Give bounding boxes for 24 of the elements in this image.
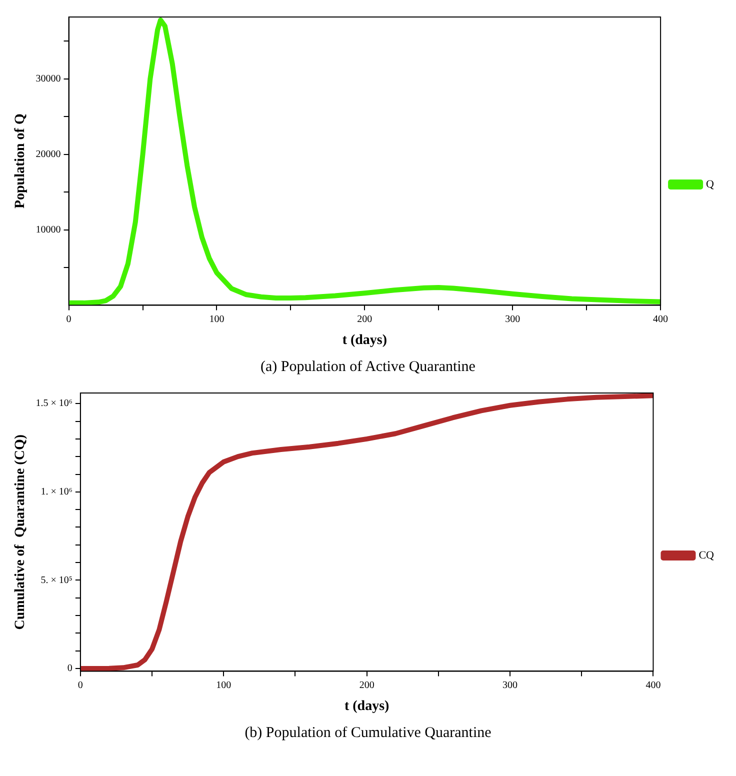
y-tick-label: 10000 (36, 224, 61, 236)
x-tick-label: 200 (359, 680, 374, 691)
y-tick-label: 20000 (36, 148, 61, 160)
x-tick-label: 100 (216, 680, 232, 691)
x-axis-title: t (days) (342, 333, 388, 348)
y-axis-title: Population of Q (13, 114, 28, 209)
y-axis-title: Cumulative of Quarantine (CQ) (13, 434, 28, 630)
x-tick-label: 200 (357, 314, 372, 325)
y-tick-label: 30000 (36, 73, 61, 84)
x-tick-label: 400 (646, 680, 661, 691)
y-tick-label: 0 (67, 663, 72, 674)
x-tick-label: 300 (505, 314, 520, 325)
x-axis-title: t (days) (344, 699, 390, 714)
x-tick-label: 100 (209, 314, 224, 325)
text: (b) Population of Cumulative Quarantine (244, 725, 492, 742)
y-tick-label: 1.5 × 10⁶ (36, 398, 73, 410)
x-tick-label: 0 (78, 680, 83, 691)
y-tick-label: 1. × 10⁶ (40, 486, 73, 498)
legend-label: Q (706, 178, 714, 190)
text: (a) Population of Active Quarantine (260, 359, 476, 376)
x-tick-label: 400 (653, 314, 668, 325)
legend-label: CQ (698, 549, 714, 562)
x-tick-label: 300 (502, 680, 518, 691)
y-tick-label: 5. × 10⁵ (40, 574, 72, 586)
